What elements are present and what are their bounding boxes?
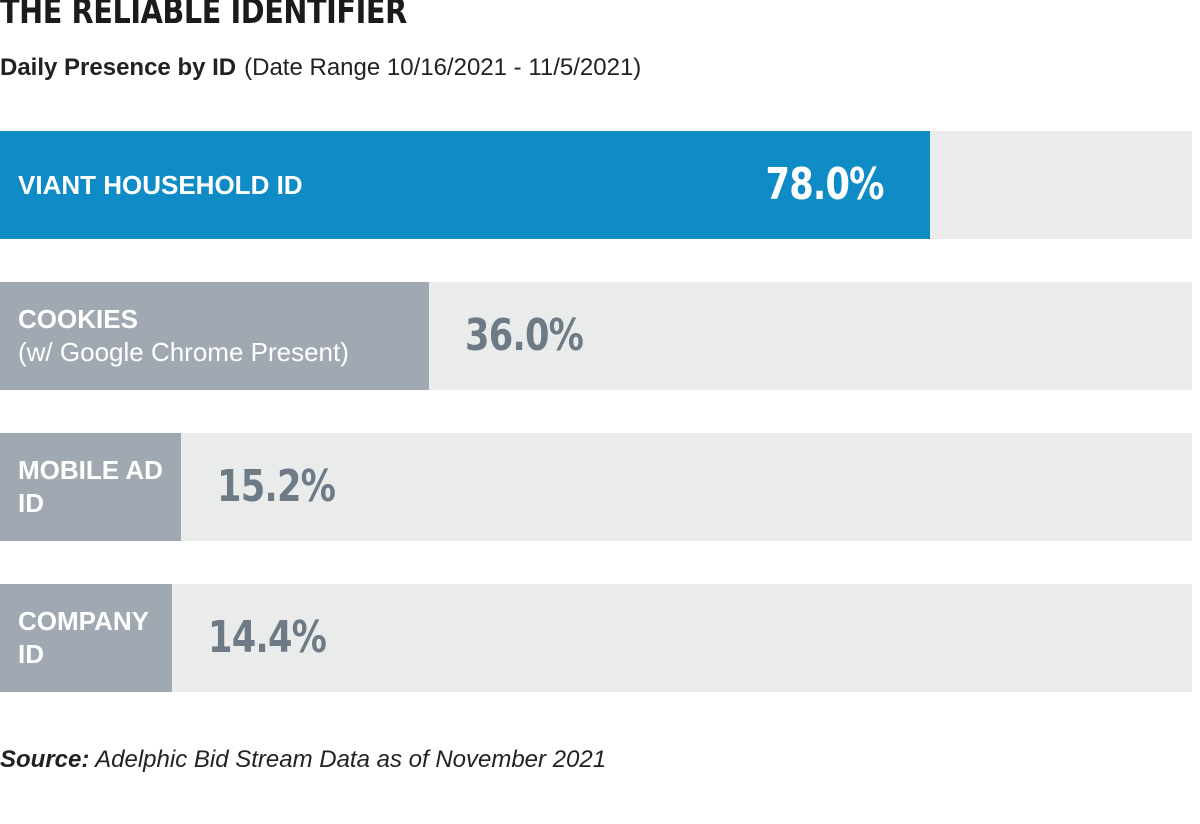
value-label: 78.0% [765, 159, 885, 210]
value-label: 36.0% [465, 310, 584, 361]
category-label: VIANT HOUSEHOLD ID [18, 131, 303, 239]
category-label: COOKIES (w/ Google Chrome Present) [18, 282, 349, 390]
subtitle-date-range: (Date Range 10/16/2021 - 11/5/2021) [244, 54, 642, 81]
value-label: 14.4% [208, 612, 327, 663]
category-label-line: (w/ Google Chrome Present) [18, 337, 349, 367]
bar [0, 433, 181, 541]
bar [0, 131, 930, 239]
bar [0, 282, 429, 390]
subtitle-main: Daily Presence by ID [0, 54, 237, 81]
category-label: MOBILE AD ID [18, 433, 163, 541]
source-label: Source: [0, 746, 90, 773]
bar-row: MOBILE AD ID 15.2% [0, 433, 1192, 541]
chart-subtitle: Daily Presence by ID (Date Range 10/16/20… [0, 54, 641, 82]
value-label: 15.2% [217, 461, 336, 512]
source-text: Adelphic Bid Stream Data as of November … [95, 746, 607, 773]
category-label-line: ID [18, 488, 44, 518]
category-label-line: COOKIES [18, 304, 138, 334]
source-note: Source: Adelphic Bid Stream Data as of N… [0, 746, 606, 774]
category-label-line: COMPANY [18, 606, 149, 636]
category-label: COMPANY ID [18, 584, 149, 692]
category-label-line: MOBILE AD [18, 455, 163, 485]
category-label-line: ID [18, 639, 44, 669]
bar-row: COMPANY ID 14.4% [0, 584, 1192, 692]
bar-row: COOKIES (w/ Google Chrome Present) 36.0% [0, 282, 1192, 390]
bar-row: VIANT HOUSEHOLD ID 78.0% [0, 131, 1192, 239]
bar [0, 584, 172, 692]
bar-chart: VIANT HOUSEHOLD ID 78.0% COOKIES (w/ Google… [0, 131, 1192, 692]
chart-title: THE RELIABLE IDENTIFIER [0, 0, 407, 32]
category-label-line: VIANT HOUSEHOLD ID [18, 169, 303, 200]
